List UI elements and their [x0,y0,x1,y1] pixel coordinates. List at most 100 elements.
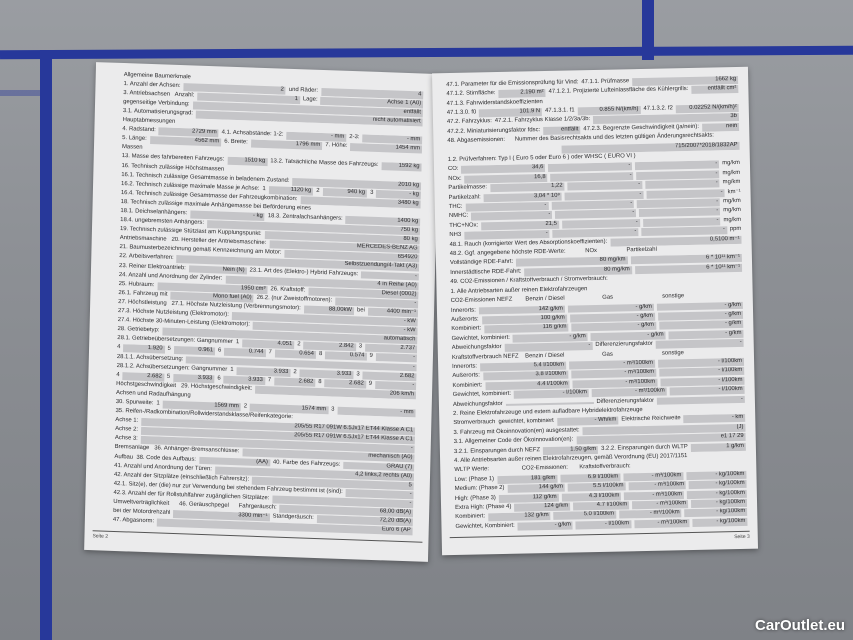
field-label: Kombiniert: [455,513,486,521]
field-label: 5 [167,346,171,353]
field-label: Innerorts: [452,363,478,370]
field-label: mg/km [722,179,741,186]
document-page-3: 47.1. Parameter für die Emissionsprüfung… [431,66,759,556]
field-value: 4.3 l/100km [561,492,622,502]
field-label: 4 [116,371,120,378]
field-label: 4. Radstand: [122,126,156,134]
field-value: - kg/100km [686,470,747,480]
field-label: Achse 1: [115,417,139,424]
field-value: - m³/100km [623,471,684,482]
field-label: 8 [318,378,322,385]
field-label: mg/km [723,207,741,214]
field-label: Abweichungsfaktor [452,400,503,408]
field-value: - km [683,414,746,424]
field-label: Kombiniert: [452,382,483,389]
field-label: mg/km [722,169,741,177]
floor-tape-left [40,50,52,640]
field-label: 5 [166,373,171,380]
field-value: 5.5 l/100km [567,482,626,492]
field-value: 144 g/km [507,483,566,493]
field-label: 1 [230,366,234,373]
field-label: 47.2.1. Fahrzyklus Klasse 1/2/3a/3b: [494,116,591,125]
field-label: Außerorts: [452,372,480,380]
field-label: 47. Abgasnorm: [112,517,155,525]
field-value: - kg/100km [691,498,748,508]
field-label: Partikelzahl: [448,193,481,201]
page-3-fields: 47.1. Parameter für die Emissionsprüfung… [446,75,748,533]
field-label: 6. Breite: [224,138,248,146]
field-value: - g/km [517,521,574,531]
field-label: 1. Anzahl der Achsen: [123,80,181,89]
watermark-logo: CarOutlet.eu [754,617,845,634]
floor-tape-far-left [0,90,40,96]
field-value: 181 g/km [497,474,558,484]
field-label: 3 [356,370,360,378]
field-label: Elektrische Reichweite [621,415,681,423]
field-label: Partikelmasse: [448,184,488,192]
field-label: 2 [293,368,297,375]
field-label: Gewichtet, kombiniert: [452,390,512,399]
field-label: CO: [447,166,459,173]
field-label: 47.1.3.2. f2 [643,105,673,112]
field-label: Standgeräusch: [272,513,314,522]
field-value: 1.50 g/km [542,445,599,455]
field-value: - l/100km [575,520,632,530]
field-label: 47.1.3. Fahrwiderstandskoeffizienten [446,98,543,107]
field-value: - m³/100km [624,490,685,500]
field-label: Massen [121,144,143,152]
field-label: Kombiniert: [451,325,482,333]
field-value: 6.9 l/100km [560,473,621,483]
field-label: 3.2.1. Einsparungen durch NEFZ [453,446,541,455]
field-label: 47.1.1. Prüfmasse [581,77,630,85]
field-value: entfällt [543,126,581,135]
field-value: - m³/100km [634,518,690,528]
field-label: 6 [217,375,221,382]
field-label: 2 [316,187,320,194]
field-value: - m³/100km [628,481,687,491]
field-label: km⁻¹ [727,188,741,195]
field-label: Lage: [302,96,318,103]
field-label: Gewichtet, Kombiniert: [455,522,515,530]
field-value [505,401,594,406]
field-label: Achse 2: [115,426,139,433]
field-label: 25. Hubraum: [118,280,155,288]
field-label: 8 [318,351,323,358]
field-label: mg/km [722,197,741,205]
field-label: Abweichungsfaktor [451,344,502,352]
field-label: 2 [243,403,248,410]
field-label: NMHC: [448,213,469,220]
field-label: 30. Spurweite: [115,398,154,407]
field-label: mg/km [723,216,742,224]
page-number: Seite 3 [734,533,750,541]
field-value: nein [701,122,740,132]
field-label: Achse 3: [114,435,138,443]
field-label: 3 [358,343,363,350]
field-label: 2 [297,341,301,348]
field-label: mg/km [722,160,740,167]
field-value: - kg/100km [692,517,748,527]
field-label: Außerorts: [451,316,479,323]
field-value: - m³/100km [619,509,682,519]
field-value: - kg/100km [689,480,747,490]
field-label: NOx: [448,175,462,182]
field-label: 26.1. Fahrzeug mit [118,289,168,298]
field-label: Innerstädtische RDE-Fahrt: [450,268,522,276]
field-label: THC+NOx: [449,222,479,229]
field-value: - m³/100km [632,500,689,510]
field-value: 132 g/km [488,512,551,522]
field-label: 47.2. Fahrzyklus: [446,118,492,126]
field-label: 3 [331,406,335,413]
page-number: Seite 2 [92,533,109,540]
field-label: 1 [235,339,240,346]
floor-tape-right [642,0,654,60]
field-label: Differenzierungsfaktor [596,397,655,405]
field-value: - kg/100km [684,508,748,518]
field-value: 5.0 l/100km [553,511,617,521]
field-label: 1 [156,400,160,407]
field-label: 26. Kraftstoff: [270,286,306,294]
field-label: 47.1.2. Stirnfläche: [446,90,496,98]
field-value: 112 g/km [498,493,559,503]
field-label: NH3 [449,232,462,239]
field-label: 1 [262,185,266,192]
field-label: Gewichtet, kombiniert: [451,334,510,342]
